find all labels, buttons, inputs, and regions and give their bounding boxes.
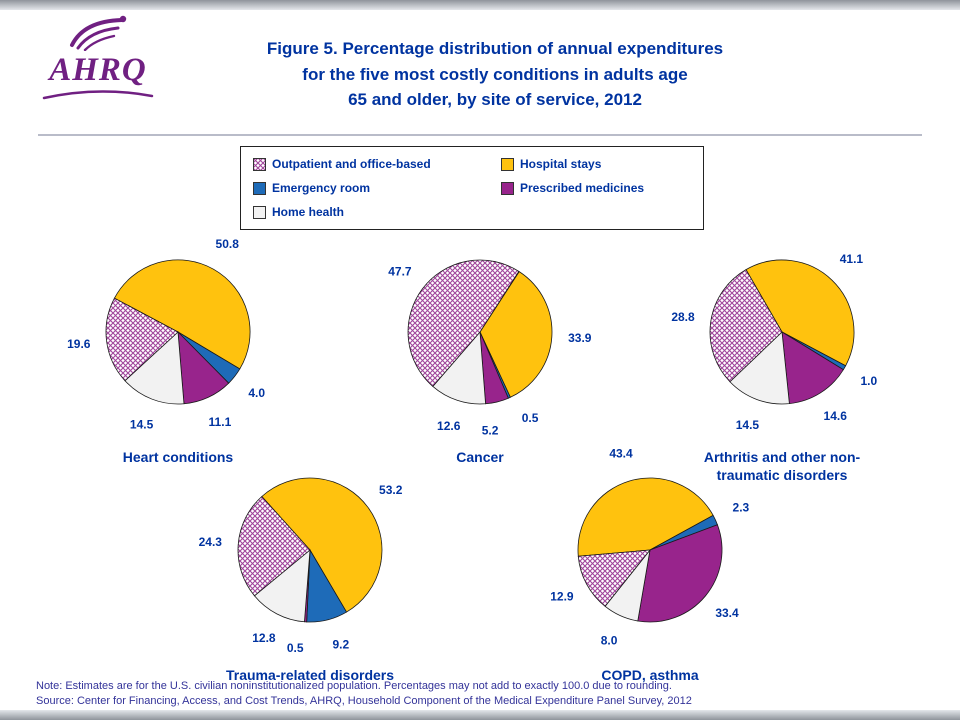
pie-value-label-hospital: 43.4 [609,446,633,460]
pie-svg-arthritis-nontraumatic-disorders: 41.1 1.0 14.6 14.5 28.8 [671,252,877,432]
pie-slice-hospital [261,477,383,613]
pie-value-label-emergency: 4.0 [248,386,265,400]
pie-value-label-outpatient: 24.3 [199,535,223,549]
pie-slice-outpatient [709,269,783,383]
source-text: Source: Center for Financing, Access, an… [36,695,692,707]
pie-value-label-prescribed: 5.2 [482,424,499,438]
pie-slice-home [124,331,185,405]
pie-value-label-emergency: 2.3 [733,500,750,514]
title-divider [38,134,922,136]
pie-value-label-hospital: 33.9 [568,331,592,345]
pie-value-label-prescribed: 0.5 [287,641,304,655]
pie-value-label-home: 14.5 [736,418,760,432]
pie-value-label-outpatient: 47.7 [388,264,412,278]
pie-value-label-emergency: 0.5 [522,411,539,425]
pie-value-label-emergency: 1.0 [860,374,877,388]
legend-swatch-hospital [501,157,514,171]
legend-item-home: Home health [253,205,501,219]
pie-slice-outpatient [577,549,651,607]
figure-title-line-1: Figure 5. Percentage distribution of ann… [266,39,724,58]
figure-title-line-2: for the five most costly conditions in a… [302,64,688,84]
ahrq-logo-text: AHRQ [49,52,147,88]
pie-value-label-outpatient: 19.6 [67,337,91,351]
pie-slice-home [253,549,311,623]
pie-value-label-home: 14.5 [130,417,154,431]
eagle-icon [70,15,127,52]
pie-row-2: 53.2 9.2 0.5 12.8 24.3 Trauma-related disorde… [0,446,960,685]
pie-slice-hospital [479,271,553,398]
pie-slice-home [729,331,790,405]
pie-chart-title-heart-conditions: Heart conditions [122,449,234,465]
legend-label-emergency: Emergency room [272,181,371,195]
pie-chart-cancer: 33.9 0.5 5.2 12.6 47.7 Cancer [355,228,605,484]
pie-slice-home [432,331,486,405]
pie-value-label-hospital: 41.1 [840,252,864,266]
legend-item-outpatient: Outpatient and office-based [253,157,501,171]
pie-chart-title-cancer: Cancer [456,449,504,465]
pie-slice-prescribed [637,524,723,623]
legend-swatch-emergency [253,181,266,195]
pie-slice-hospital [745,259,855,367]
pie-value-label-home: 12.8 [252,631,276,645]
pie-value-label-home: 8.0 [601,633,618,647]
pie-slice-hospital [113,259,251,370]
pie-svg-heart-conditions: 50.8 4.0 11.1 14.5 19.6 [67,237,265,431]
pie-chart-title-trauma-related-disorders: Trauma-related disorders [225,667,395,683]
legend-item-prescribed: Prescribed medicines [501,181,691,195]
pie-slice-outpatient [407,259,520,387]
legend-item-hospital: Hospital stays [501,157,691,171]
pie-value-label-hospital: 50.8 [216,237,240,251]
pie-value-label-prescribed: 14.6 [824,409,848,423]
footer: Note: Estimates are for the U.S. civilia… [36,679,692,709]
figure-title-line-3: 65 and older, by site of service, 2012 [348,90,642,109]
pie-value-label-prescribed: 33.4 [715,606,739,620]
ahrq-logo: AHRQ [36,13,160,105]
chart-legend: Outpatient and office-based Hospital sta… [240,146,704,230]
pie-value-label-hospital: 53.2 [379,483,403,497]
legend-item-emergency: Emergency room [253,181,501,195]
pie-chart-arthritis-nontraumatic-disorders: 41.1 1.0 14.6 14.5 28.8 Arthritis and other n… [657,228,907,484]
legend-label-outpatient: Outpatient and office-based [272,157,431,171]
pie-chart-copd-asthma: 43.4 2.3 33.4 8.0 12.9 COPD, asthma [525,446,775,685]
pie-value-label-emergency: 9.2 [332,637,349,651]
pie-value-label-outpatient: 12.9 [550,589,574,603]
top-gradient-bar [0,0,960,10]
pie-slice-outpatient [105,297,179,382]
note-text: Note: Estimates are for the U.S. civilia… [36,680,672,692]
pie-chart-heart-conditions: 50.8 4.0 11.1 14.5 19.6 Heart conditions [53,228,303,484]
logo-underline-swoosh [42,90,154,100]
pie-chart-title-arthritis-nontraumatic-disorders: Arthritis and other non-traumatic disord… [703,449,861,483]
pie-svg-copd-asthma: 43.4 2.3 33.4 8.0 12.9 [550,446,750,647]
pie-value-label-home: 12.6 [437,419,461,433]
pie-svg-trauma-related-disorders: 53.2 9.2 0.5 12.8 24.3 [199,477,403,655]
pie-slice-hospital [577,477,714,557]
pie-chart-title-copd-asthma: COPD, asthma [601,667,699,683]
legend-label-prescribed: Prescribed medicines [520,181,645,195]
pie-slice-prescribed [781,331,844,405]
legend-swatch-outpatient [253,157,266,171]
pie-value-label-outpatient: 28.8 [671,310,695,324]
pie-svg-cancer: 33.9 0.5 5.2 12.6 47.7 [388,259,592,438]
legend-swatch-prescribed [501,181,514,195]
figure-title: Figure 5. Percentage distribution of ann… [150,36,840,113]
pie-value-label-prescribed: 11.1 [209,415,232,429]
pie-row-1: 50.8 4.0 11.1 14.5 19.6 Heart conditions 33.9 0… [0,228,960,484]
legend-swatch-home [253,205,266,219]
pie-chart-trauma-related-disorders: 53.2 9.2 0.5 12.8 24.3 Trauma-related disorde… [185,446,435,685]
legend-label-hospital: Hospital stays [520,157,602,171]
legend-label-home: Home health [272,205,345,219]
pie-slice-outpatient [237,495,311,597]
bottom-gradient-bar [0,710,960,720]
